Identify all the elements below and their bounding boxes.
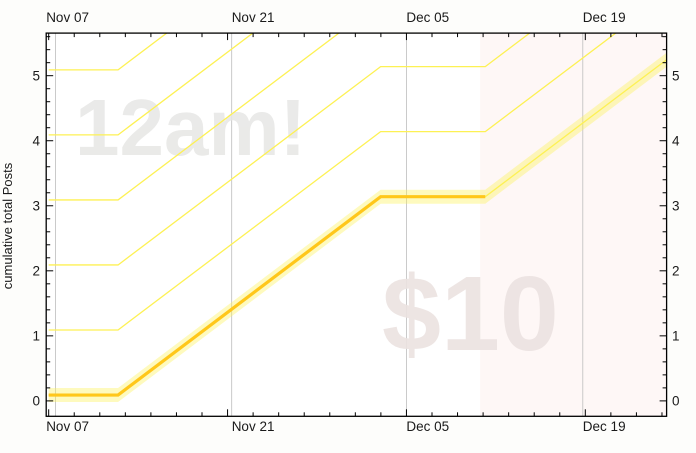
svg-text:Dec 05: Dec 05 bbox=[406, 419, 449, 434]
svg-text:Dec 19: Dec 19 bbox=[583, 419, 626, 434]
svg-text:1: 1 bbox=[672, 329, 680, 344]
svg-text:12am!: 12am! bbox=[75, 83, 306, 172]
svg-text:$10: $10 bbox=[382, 255, 559, 373]
svg-text:2: 2 bbox=[672, 264, 680, 279]
svg-text:4: 4 bbox=[672, 134, 680, 149]
svg-text:Dec 05: Dec 05 bbox=[406, 10, 449, 25]
svg-text:5: 5 bbox=[32, 69, 40, 84]
svg-text:0: 0 bbox=[32, 394, 40, 409]
svg-text:0: 0 bbox=[672, 394, 680, 409]
svg-text:4: 4 bbox=[32, 134, 40, 149]
svg-text:Nov 07: Nov 07 bbox=[46, 419, 89, 434]
svg-text:Dec 19: Dec 19 bbox=[583, 10, 626, 25]
svg-text:Nov 21: Nov 21 bbox=[232, 419, 275, 434]
svg-text:3: 3 bbox=[672, 199, 680, 214]
svg-text:3: 3 bbox=[32, 199, 40, 214]
svg-text:5: 5 bbox=[672, 69, 680, 84]
svg-text:1: 1 bbox=[32, 329, 40, 344]
svg-text:Nov 21: Nov 21 bbox=[232, 10, 275, 25]
svg-text:2: 2 bbox=[32, 264, 40, 279]
svg-text:Nov 07: Nov 07 bbox=[46, 10, 89, 25]
svg-text:cumulative total Posts: cumulative total Posts bbox=[0, 162, 15, 289]
